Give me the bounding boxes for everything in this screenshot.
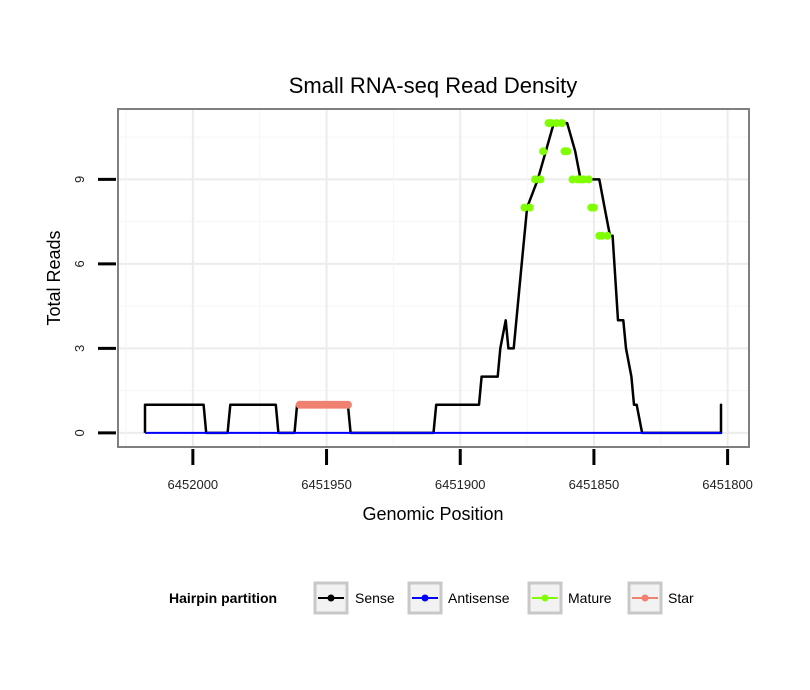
series-mature-point xyxy=(603,231,612,240)
plot-panel xyxy=(117,108,750,448)
series-mature-point xyxy=(525,203,534,212)
legend-item-star: Star xyxy=(627,581,694,615)
legend-label-star: Star xyxy=(668,590,694,606)
grid-lines xyxy=(118,109,749,447)
legend-dot-mature xyxy=(541,594,549,602)
series-mature-point xyxy=(584,175,593,184)
legend-item-antisense: Antisense xyxy=(407,581,510,615)
y-tick-label-0: 0 xyxy=(72,429,87,436)
x-axis: 6452000 6451950 6451900 6451850 6451800 xyxy=(168,449,753,492)
y-axis: 0 3 6 9 xyxy=(72,176,116,437)
series-layer xyxy=(143,119,723,435)
series-mature-point xyxy=(539,147,548,156)
x-tick-label-1: 6451950 xyxy=(301,477,352,492)
x-tick-label-2: 6451900 xyxy=(435,477,486,492)
x-axis-title: Genomic Position xyxy=(362,504,503,524)
legend-item-mature: Mature xyxy=(527,581,612,615)
chart-title: Small RNA-seq Read Density xyxy=(289,73,578,98)
panel-background xyxy=(118,109,749,447)
y-tick-label-1: 3 xyxy=(72,345,87,352)
series-mature-point xyxy=(589,203,598,212)
series-mature-point xyxy=(563,147,572,156)
legend-label-mature: Mature xyxy=(568,590,612,606)
series-star-point xyxy=(343,400,352,409)
legend: Hairpin partition Sense Antisense Mature… xyxy=(169,581,694,615)
y-tick-label-2: 6 xyxy=(72,260,87,267)
series-mature-point xyxy=(557,119,566,128)
legend-item-sense: Sense xyxy=(313,581,395,615)
x-tick-label-4: 6451800 xyxy=(702,477,753,492)
y-axis-title: Total Reads xyxy=(44,230,64,325)
legend-label-antisense: Antisense xyxy=(448,590,510,606)
legend-title: Hairpin partition xyxy=(169,590,277,606)
legend-label-sense: Sense xyxy=(355,590,395,606)
series-mature-point xyxy=(536,175,545,184)
legend-dot-sense xyxy=(327,594,335,602)
x-tick-label-3: 6451850 xyxy=(569,477,620,492)
legend-dot-antisense xyxy=(421,594,429,602)
legend-dot-star xyxy=(641,594,649,602)
x-tick-label-0: 6452000 xyxy=(168,477,219,492)
y-tick-label-3: 9 xyxy=(72,176,87,183)
panel-border xyxy=(117,108,750,448)
